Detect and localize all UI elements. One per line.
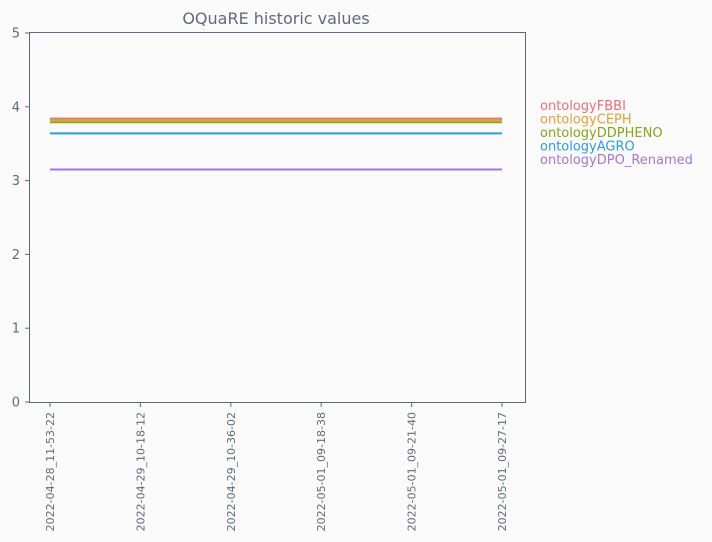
x-tick-label: 2022-04-29_10-18-12 — [134, 412, 147, 531]
y-tick-label: 5 — [12, 27, 20, 42]
series-lines — [50, 117, 502, 171]
y-axis: 0 1 2 3 4 5 — [12, 27, 30, 411]
x-tick-label: 2022-04-28_11-53-22 — [44, 412, 57, 531]
x-tick-label: 2022-05-01_09-27-17 — [496, 412, 509, 531]
legend-item: ontologyDDPHENO — [540, 126, 663, 141]
legend-item: ontologyFBBI — [540, 99, 626, 114]
x-axis: 2022-04-28_11-53-22 2022-04-29_10-18-12 20… — [44, 402, 509, 531]
y-tick-label: 0 — [12, 396, 20, 411]
y-tick-label: 3 — [12, 174, 20, 189]
plot-frame — [29, 32, 526, 403]
legend: ontologyFBBIontologyCEPHontologyDDPHENOo… — [540, 99, 693, 168]
chart-title: OQuaRE historic values — [182, 9, 369, 28]
x-tick-label: 2022-05-01_09-21-40 — [406, 412, 419, 531]
legend-item: ontologyDPO_Renamed — [540, 153, 693, 168]
y-tick-label: 4 — [12, 100, 20, 115]
y-tick-label: 1 — [12, 322, 20, 337]
x-tick-label: 2022-04-29_10-36-02 — [225, 412, 238, 531]
y-tick-label: 2 — [12, 248, 20, 263]
legend-item: ontologyCEPH — [540, 113, 632, 128]
legend-item: ontologyAGRO — [540, 140, 635, 155]
x-tick-label: 2022-05-01_09-18-38 — [315, 412, 328, 531]
